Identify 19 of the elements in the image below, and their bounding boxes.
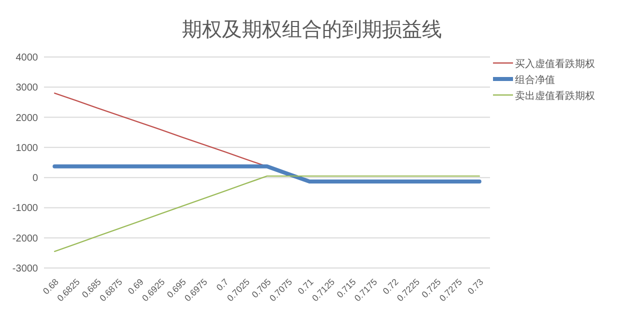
- line-series: [54, 175, 480, 252]
- y-tick-label: -3000: [12, 264, 38, 274]
- legend-label: 买入虚值看跌期权: [515, 58, 595, 70]
- legend-label: 卖出虚值看跌期权: [515, 90, 595, 102]
- y-tick-label: 4000: [16, 52, 38, 64]
- y-tick-label: 1000: [16, 142, 38, 154]
- x-tick-label: 0.69: [126, 276, 146, 296]
- x-tick-label: 0.73: [466, 276, 486, 296]
- y-tick-label: 2000: [16, 112, 38, 124]
- x-tick-label: 0.68: [41, 276, 60, 296]
- y-tick-label: 0: [32, 173, 38, 184]
- x-tick-label: 0.71: [296, 276, 316, 296]
- x-tick-label: 0.7: [214, 276, 230, 293]
- y-tick-label: -2000: [12, 233, 38, 244]
- chart-title: 期权及期权组合的到期损益线: [182, 19, 442, 41]
- legend-label: 组合净值: [515, 74, 555, 86]
- y-tick-label: -1000: [12, 203, 38, 214]
- y-tick-label: 3000: [16, 82, 38, 94]
- x-tick-label: 0.72: [380, 276, 400, 296]
